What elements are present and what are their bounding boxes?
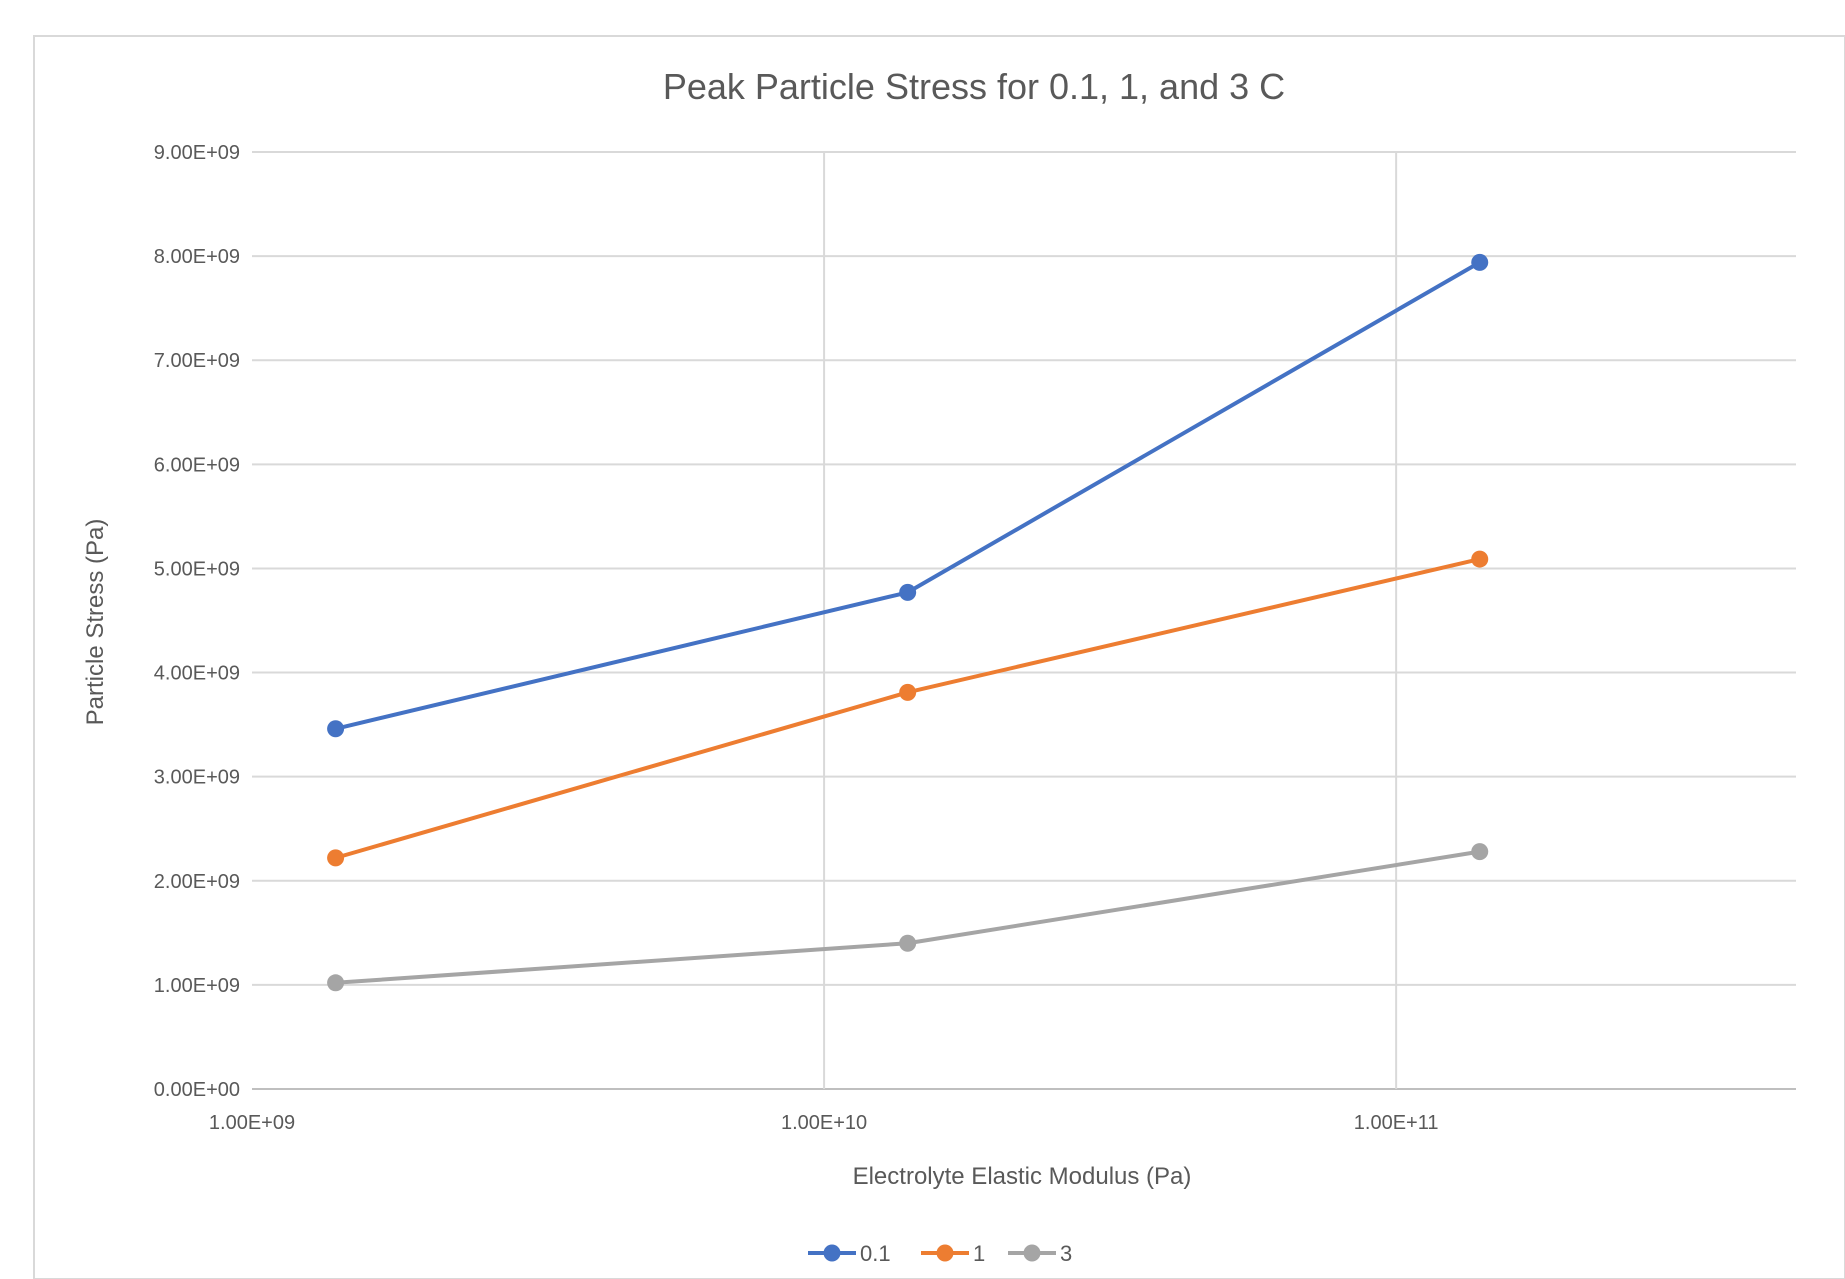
- legend: 0.1 1 3: [808, 1241, 1072, 1266]
- plot-series: [327, 253, 1489, 992]
- data-point: [327, 849, 345, 867]
- data-point: [1471, 843, 1489, 861]
- legend-marker: [1023, 1244, 1041, 1262]
- data-point: [899, 683, 917, 701]
- legend-label: 0.1: [860, 1241, 891, 1266]
- x-axis-title: Electrolyte Elastic Modulus (Pa): [853, 1163, 1192, 1190]
- legend-marker: [936, 1244, 954, 1262]
- y-tick-label: 1.00E+09: [154, 975, 240, 997]
- data-point: [327, 720, 345, 738]
- y-tick-label: 6.00E+09: [154, 454, 240, 476]
- data-point: [1471, 550, 1489, 568]
- series-0.1: [327, 253, 1489, 738]
- legend-item: 0.1: [808, 1241, 891, 1266]
- y-tick-labels: 0.00E+00 1.00E+09 2.00E+09 3.00E+09 4.00E+09…: [154, 142, 240, 1101]
- y-axis-title: Particle Stress (Pa): [82, 519, 109, 726]
- legend-item: 3: [1008, 1241, 1072, 1266]
- series-3: [327, 843, 1489, 992]
- chart-title: Peak Particle Stress for 0.1, 1, and 3 C: [663, 66, 1285, 107]
- legend-marker: [823, 1244, 841, 1262]
- legend-label: 3: [1060, 1241, 1072, 1266]
- series-1: [327, 550, 1489, 867]
- y-tick-label: 9.00E+09: [154, 142, 240, 164]
- x-tick-label: 1.00E+11: [1354, 1112, 1439, 1134]
- x-tick-label: 1.00E+10: [781, 1112, 867, 1134]
- x-tick-label: 1.00E+09: [209, 1112, 295, 1134]
- legend-item: 1: [921, 1241, 985, 1266]
- x-tick-labels: 1.00E+09 1.00E+10 1.00E+11: [209, 1112, 1439, 1134]
- gridlines: [252, 151, 1796, 1090]
- chart-area: [33, 35, 1845, 1279]
- y-tick-label: 2.00E+09: [154, 871, 240, 893]
- y-tick-label: 7.00E+09: [154, 350, 240, 372]
- data-point: [327, 974, 345, 992]
- y-tick-label: 8.00E+09: [154, 246, 240, 268]
- y-tick-label: 3.00E+09: [154, 767, 240, 789]
- y-tick-label: 0.00E+00: [154, 1079, 240, 1101]
- data-point: [1471, 253, 1489, 271]
- y-tick-label: 5.00E+09: [154, 558, 240, 580]
- data-point: [899, 934, 917, 952]
- data-point: [899, 583, 917, 601]
- legend-label: 1: [973, 1241, 985, 1266]
- y-tick-label: 4.00E+09: [154, 663, 240, 685]
